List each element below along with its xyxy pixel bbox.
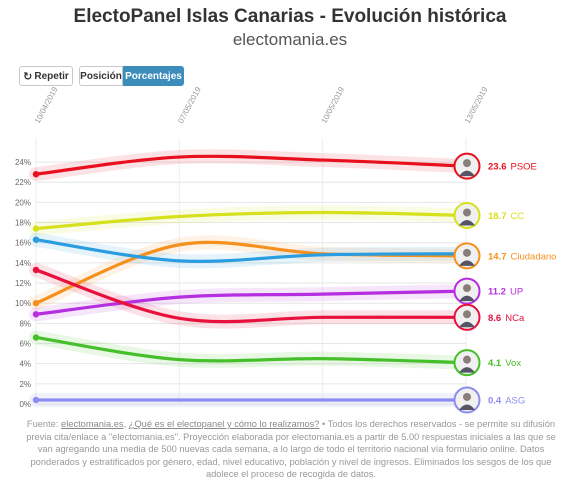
series-name: Vox [505, 358, 521, 369]
avatar-body-icon [459, 260, 475, 266]
series-line [34, 238, 468, 263]
y-tick-label: 20% [15, 198, 31, 207]
series-name: PSOE [511, 162, 537, 173]
y-tick-label: 24% [15, 158, 31, 167]
avatar-head-icon [463, 208, 471, 217]
series-end-label: 14.7 Ciudadano [488, 251, 556, 262]
avatar-head-icon [463, 355, 471, 364]
series-value: 8.6 [488, 313, 501, 324]
y-tick-label: 12% [15, 279, 31, 288]
avatar-head-icon [463, 248, 471, 257]
avatar-body-icon [459, 170, 475, 177]
y-tick-label: 22% [15, 178, 31, 187]
series-end-label: 0.4 ASG [488, 395, 525, 406]
series-line [34, 154, 468, 176]
avatar-body-icon [459, 220, 475, 226]
end-labels: 23.6 PSOE 18.7 CC 14.7 Ciudadano 11.2 UP 8.6 NCa 4… [488, 162, 556, 407]
series-start-point [32, 300, 40, 307]
avatar-head-icon [463, 392, 471, 401]
avatar-body-icon [459, 367, 475, 373]
percent-button[interactable]: Porcentajes [123, 66, 184, 86]
avatar-head-icon [463, 310, 471, 319]
y-tick-label: 8% [19, 319, 31, 328]
y-axis: 0% 2% 4% 6% 8% 10% 12% 14% 16% 18% 20% 22% 24% [15, 158, 31, 409]
y-tick-label: 18% [15, 219, 31, 228]
x-axis: 10/04/2019 07/05/2019 10/05/2019 13/05/2019 [33, 85, 490, 125]
y-tick-label: 2% [19, 380, 31, 389]
series-name: UP [510, 287, 523, 298]
footer-note: Fuente: electomania.es, ¿Qué es el elect… [26, 419, 556, 479]
series-line [34, 289, 468, 316]
y-tick-label: 4% [19, 360, 31, 369]
series-line [34, 268, 468, 324]
y-tick-label: 10% [15, 299, 31, 308]
series-value: 23.6 [488, 162, 507, 173]
series-start-point [32, 236, 40, 243]
series-value: 14.7 [488, 251, 507, 262]
series-end-label: 18.7 CC [488, 211, 524, 222]
series-start-point [32, 170, 40, 178]
avatar-head-icon [463, 284, 471, 293]
series-end-label: 23.6 PSOE [488, 162, 537, 173]
y-tick-label: 0% [19, 400, 31, 409]
avatar-body-icon [459, 404, 475, 410]
x-tick-label: 13/05/2019 [463, 85, 490, 125]
repeat-button-label: Repetir [34, 70, 69, 82]
series-end-label: 4.1 Vox [488, 358, 521, 369]
method-link[interactable]: ¿Qué es el electopanel y cómo lo realiza… [128, 419, 320, 429]
y-tick-label: 16% [15, 239, 31, 248]
evolution-chart: 0% 2% 4% 6% 8% 10% 12% 14% 16% 18% 20% 22% 24% 10/04… [15, 85, 556, 414]
position-button[interactable]: Posición [79, 66, 123, 86]
series-line [34, 210, 468, 231]
series-start-point [32, 311, 40, 318]
series-name: NCa [505, 313, 525, 324]
party-avatars [453, 152, 481, 414]
series-end-label: 11.2 UP [488, 287, 523, 298]
series-value: 4.1 [488, 358, 502, 369]
x-tick-label: 10/04/2019 [33, 85, 60, 125]
x-tick-label: 07/05/2019 [176, 85, 203, 125]
series-name: Ciudadano [511, 251, 557, 262]
series-name: CC [511, 211, 525, 222]
series-value: 18.7 [488, 211, 507, 222]
series-value: 11.2 [488, 287, 506, 298]
series-start-point [32, 266, 40, 274]
repeat-button[interactable]: ↻ Repetir [19, 66, 73, 86]
avatar-body-icon [459, 321, 475, 328]
series-lines [32, 154, 468, 404]
x-tick-label: 10/05/2019 [319, 85, 346, 125]
source-link[interactable]: electomania.es [61, 419, 124, 429]
y-tick-label: 14% [15, 259, 31, 268]
y-tick-label: 6% [19, 340, 31, 349]
view-toggle: Posición Porcentajes [79, 66, 184, 86]
avatar-head-icon [463, 159, 471, 168]
series-line [34, 335, 468, 365]
series-start-point [32, 396, 40, 404]
avatar-body-icon [459, 295, 475, 302]
series-end-label: 8.6 NCa [488, 313, 525, 324]
series-start-point [32, 334, 40, 341]
page-title: ElectoPanel Islas Canarias - Evolución h… [73, 6, 507, 27]
refresh-icon: ↻ [23, 70, 33, 83]
series-name: ASG [505, 395, 525, 406]
page-subtitle: electomania.es [232, 30, 348, 49]
series-value: 0.4 [488, 395, 502, 406]
series-start-point [32, 225, 40, 232]
